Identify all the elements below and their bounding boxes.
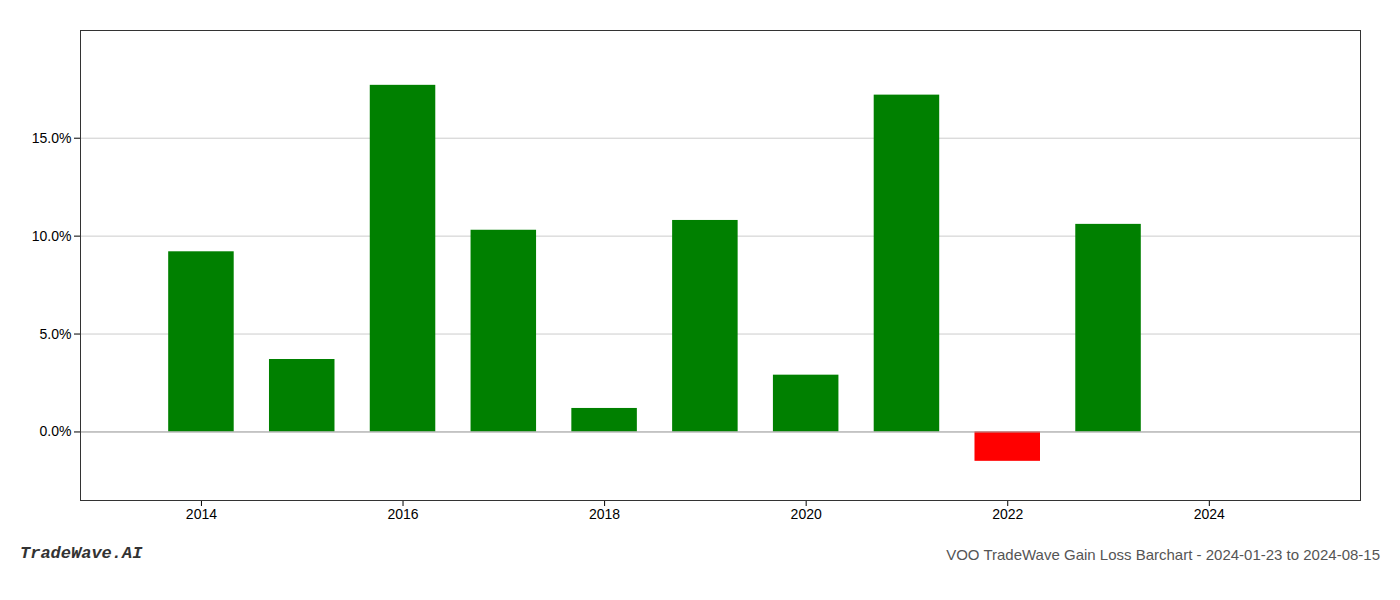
svg-text:5.0%: 5.0%: [40, 326, 72, 342]
svg-text:10.0%: 10.0%: [32, 228, 72, 244]
svg-text:2024: 2024: [1194, 506, 1225, 522]
html-text:TradeWave.AI: TradeWave.AI: [20, 544, 143, 563]
svg-text:2016: 2016: [387, 506, 418, 522]
html-text:VOO TradeWave Gain Loss Barcha: VOO TradeWave Gain Loss Barchart - 2024-…: [946, 546, 1380, 563]
svg-text:2014: 2014: [186, 506, 217, 522]
svg-text:2018: 2018: [589, 506, 620, 522]
svg-text:15.0%: 15.0%: [32, 130, 72, 146]
svg-text:0.0%: 0.0%: [40, 423, 72, 439]
svg-text:2022: 2022: [992, 506, 1023, 522]
svg-text:2020: 2020: [791, 506, 822, 522]
